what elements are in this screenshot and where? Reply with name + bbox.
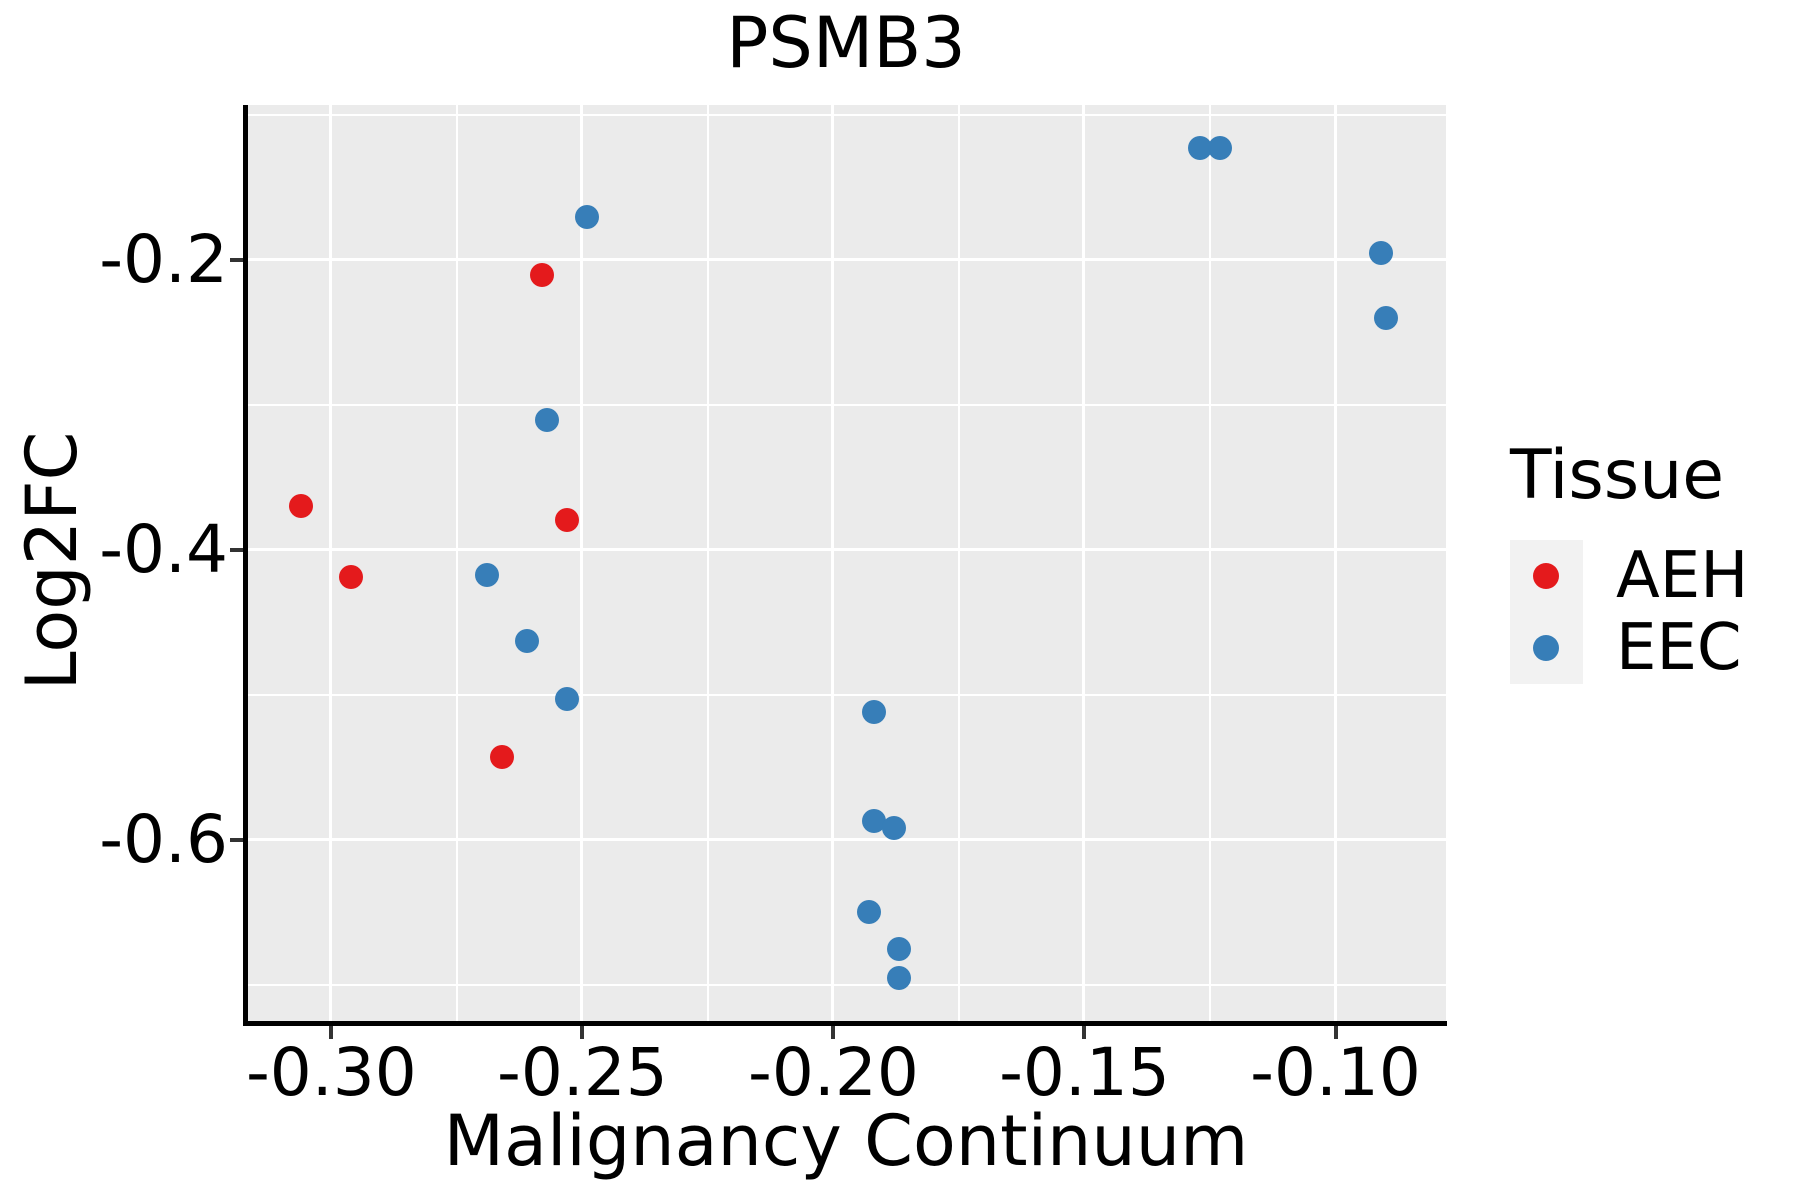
data-point-aeh [555, 507, 580, 532]
legend-label: AEH [1616, 539, 1749, 613]
data-point-eec [1208, 136, 1233, 161]
data-point-eec [886, 936, 911, 961]
major-gridline-x [1333, 105, 1337, 1021]
x-tick-label: -0.25 [497, 1034, 668, 1111]
plot-title: PSMB3 [726, 2, 966, 84]
data-point-aeh [339, 565, 364, 590]
eec-dot-icon [1533, 635, 1559, 661]
y-axis-label: Log2FC [11, 431, 93, 691]
aeh-dot-icon [1533, 563, 1559, 589]
data-point-eec [861, 700, 886, 725]
x-tick [1082, 1026, 1087, 1039]
data-point-eec [515, 629, 540, 654]
major-gridline-x [329, 105, 333, 1021]
data-point-eec [475, 562, 499, 587]
data-point-eec [881, 816, 906, 841]
data-point-eec [1373, 306, 1398, 331]
data-point-eec [886, 965, 911, 990]
x-tick-label: -0.15 [999, 1034, 1170, 1111]
x-axis-label: Malignancy Continuum [443, 1100, 1249, 1182]
minor-gridline-y [246, 404, 1446, 407]
data-point-eec [856, 900, 881, 925]
legend-item-aeh: AEH [1508, 540, 1798, 612]
y-axis-spine [243, 105, 248, 1026]
data-point-eec [1187, 136, 1212, 161]
minor-gridline-x [455, 105, 458, 1021]
minor-gridline-y [246, 983, 1446, 986]
legend-item-eec: EEC [1508, 612, 1798, 684]
legend-label: EEC [1616, 611, 1742, 685]
x-tick [831, 1026, 836, 1039]
major-gridline-x [580, 105, 584, 1021]
data-point-eec [861, 808, 886, 833]
plot-panel [246, 105, 1446, 1021]
y-tick [230, 547, 243, 552]
x-tick-label: -0.10 [1250, 1034, 1421, 1111]
minor-gridline-x [706, 105, 709, 1021]
minor-gridline-y [246, 114, 1446, 117]
minor-gridline-x [1209, 105, 1212, 1021]
data-point-eec [575, 204, 600, 229]
legend-title: Tissue [1510, 436, 1725, 515]
data-point-eec [1368, 240, 1393, 265]
major-gridline-y [246, 547, 1446, 551]
y-tick-label: -0.2 [99, 221, 228, 299]
data-point-eec [535, 407, 560, 432]
major-gridline-y [246, 258, 1446, 262]
y-tick-label: -0.4 [99, 510, 228, 588]
y-tick [230, 837, 243, 842]
x-tick [329, 1026, 334, 1039]
y-tick-label: -0.6 [99, 800, 228, 878]
minor-gridline-y [246, 693, 1446, 696]
x-tick-label: -0.20 [748, 1034, 919, 1111]
data-point-aeh [289, 494, 314, 519]
data-point-aeh [490, 745, 515, 770]
data-point-eec [555, 687, 580, 712]
data-point-aeh [530, 262, 555, 287]
major-gridline-x [831, 105, 835, 1021]
x-axis-spine [243, 1021, 1447, 1026]
x-tick [580, 1026, 585, 1039]
x-tick-label: -0.30 [245, 1034, 417, 1111]
major-gridline-y [246, 837, 1446, 841]
major-gridline-x [1082, 105, 1086, 1021]
legend: Tissue AEH EEC [1508, 440, 1798, 684]
y-tick [230, 258, 243, 263]
minor-gridline-x [957, 105, 960, 1021]
x-tick [1333, 1026, 1338, 1039]
